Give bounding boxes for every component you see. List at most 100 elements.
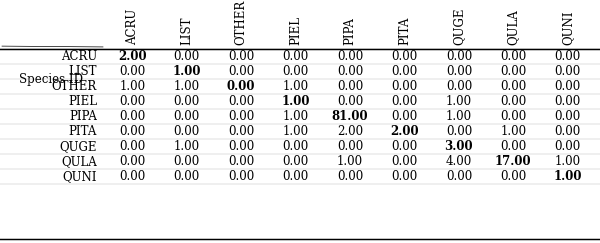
Text: 0.00: 0.00 xyxy=(446,80,472,93)
Text: 0.00: 0.00 xyxy=(283,170,308,183)
Text: 1.00: 1.00 xyxy=(283,125,308,138)
Text: 0.00: 0.00 xyxy=(228,65,254,78)
Text: LIST: LIST xyxy=(68,65,97,78)
Text: PIPA: PIPA xyxy=(69,110,97,123)
Text: 1.00: 1.00 xyxy=(337,155,363,168)
Text: 0.00: 0.00 xyxy=(228,95,254,108)
Text: 0.00: 0.00 xyxy=(228,110,254,123)
Text: 0.00: 0.00 xyxy=(173,155,200,168)
Text: QUNI: QUNI xyxy=(561,11,574,45)
Text: 0.00: 0.00 xyxy=(500,170,526,183)
Text: 1.00: 1.00 xyxy=(500,125,526,138)
Text: 0.00: 0.00 xyxy=(554,140,581,153)
Text: 0.00: 0.00 xyxy=(228,170,254,183)
Text: 1.00: 1.00 xyxy=(172,65,201,78)
Text: 0.00: 0.00 xyxy=(228,155,254,168)
Text: 0.00: 0.00 xyxy=(446,65,472,78)
Text: 1.00: 1.00 xyxy=(283,110,308,123)
Text: 0.00: 0.00 xyxy=(119,110,145,123)
Text: 81.00: 81.00 xyxy=(332,110,368,123)
Text: QULA: QULA xyxy=(61,155,97,168)
Text: PIPA: PIPA xyxy=(343,17,356,45)
Text: 0.00: 0.00 xyxy=(119,125,145,138)
Text: 0.00: 0.00 xyxy=(500,50,526,63)
Text: 0.00: 0.00 xyxy=(119,95,145,108)
Text: OTHER: OTHER xyxy=(235,0,248,45)
Text: 0.00: 0.00 xyxy=(173,125,200,138)
Text: Species ID: Species ID xyxy=(19,73,83,86)
Text: PITA: PITA xyxy=(68,125,97,138)
Text: 0.00: 0.00 xyxy=(283,155,308,168)
Text: 0.00: 0.00 xyxy=(500,80,526,93)
Text: QUGE: QUGE xyxy=(59,140,97,153)
Text: 0.00: 0.00 xyxy=(446,125,472,138)
Text: 1.00: 1.00 xyxy=(446,110,472,123)
Text: 2.00: 2.00 xyxy=(337,125,363,138)
Text: 0.00: 0.00 xyxy=(446,170,472,183)
Text: 0.00: 0.00 xyxy=(500,65,526,78)
Text: QULA: QULA xyxy=(507,9,520,45)
Text: 2.00: 2.00 xyxy=(390,125,419,138)
Text: 0.00: 0.00 xyxy=(554,80,581,93)
Text: 0.00: 0.00 xyxy=(391,95,418,108)
Text: 0.00: 0.00 xyxy=(554,50,581,63)
Text: PIEL: PIEL xyxy=(289,16,302,45)
Text: 1.00: 1.00 xyxy=(555,155,581,168)
Text: 2.00: 2.00 xyxy=(118,50,146,63)
Text: LIST: LIST xyxy=(180,17,193,45)
Text: 1.00: 1.00 xyxy=(173,80,200,93)
Text: 1.00: 1.00 xyxy=(283,80,308,93)
Text: 0.00: 0.00 xyxy=(119,155,145,168)
Text: 0.00: 0.00 xyxy=(554,110,581,123)
Text: 0.00: 0.00 xyxy=(554,125,581,138)
Text: 0.00: 0.00 xyxy=(337,80,363,93)
Text: 0.00: 0.00 xyxy=(337,140,363,153)
Text: 0.00: 0.00 xyxy=(173,50,200,63)
Text: 0.00: 0.00 xyxy=(554,65,581,78)
Text: QUNI: QUNI xyxy=(62,170,97,183)
Text: 1.00: 1.00 xyxy=(281,95,310,108)
Text: ACRU: ACRU xyxy=(61,50,97,63)
Text: 0.00: 0.00 xyxy=(554,95,581,108)
Text: 1.00: 1.00 xyxy=(446,95,472,108)
Text: 0.00: 0.00 xyxy=(337,95,363,108)
Text: 0.00: 0.00 xyxy=(173,110,200,123)
Text: 0.00: 0.00 xyxy=(227,80,256,93)
Text: 17.00: 17.00 xyxy=(495,155,532,168)
Text: OTHER: OTHER xyxy=(52,80,97,93)
Text: 0.00: 0.00 xyxy=(337,50,363,63)
Text: 0.00: 0.00 xyxy=(500,95,526,108)
Text: 0.00: 0.00 xyxy=(337,65,363,78)
Text: 0.00: 0.00 xyxy=(391,170,418,183)
Text: ACRU: ACRU xyxy=(126,9,139,45)
Text: 0.00: 0.00 xyxy=(391,65,418,78)
Text: 0.00: 0.00 xyxy=(283,140,308,153)
Text: QUGE: QUGE xyxy=(452,8,466,45)
Text: 0.00: 0.00 xyxy=(283,50,308,63)
Text: 3.00: 3.00 xyxy=(445,140,473,153)
Text: 0.00: 0.00 xyxy=(391,80,418,93)
Text: 0.00: 0.00 xyxy=(391,140,418,153)
Text: 0.00: 0.00 xyxy=(119,65,145,78)
Text: PIEL: PIEL xyxy=(68,95,97,108)
Text: 1.00: 1.00 xyxy=(554,170,582,183)
Text: 4.00: 4.00 xyxy=(446,155,472,168)
Text: 0.00: 0.00 xyxy=(173,95,200,108)
Text: 0.00: 0.00 xyxy=(228,140,254,153)
Text: 0.00: 0.00 xyxy=(500,140,526,153)
Text: 0.00: 0.00 xyxy=(119,140,145,153)
Text: 1.00: 1.00 xyxy=(173,140,200,153)
Text: 0.00: 0.00 xyxy=(500,110,526,123)
Text: 0.00: 0.00 xyxy=(446,50,472,63)
Text: 0.00: 0.00 xyxy=(283,65,308,78)
Text: 1.00: 1.00 xyxy=(119,80,145,93)
Text: 0.00: 0.00 xyxy=(119,170,145,183)
Text: 0.00: 0.00 xyxy=(391,110,418,123)
Text: 0.00: 0.00 xyxy=(228,125,254,138)
Text: 0.00: 0.00 xyxy=(173,170,200,183)
Text: 0.00: 0.00 xyxy=(228,50,254,63)
Text: 0.00: 0.00 xyxy=(391,155,418,168)
Text: PITA: PITA xyxy=(398,17,411,45)
Text: 0.00: 0.00 xyxy=(337,170,363,183)
Text: 0.00: 0.00 xyxy=(391,50,418,63)
